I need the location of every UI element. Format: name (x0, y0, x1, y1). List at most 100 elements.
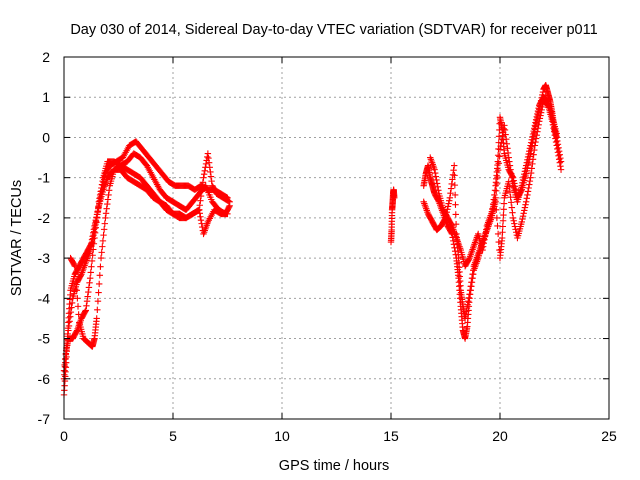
data-point (225, 198, 232, 205)
data-point (432, 173, 440, 180)
data-point (85, 288, 92, 296)
data-point (504, 145, 511, 152)
data-point (447, 185, 455, 192)
data-point (447, 189, 454, 197)
data-point (531, 146, 538, 154)
data-point (445, 200, 452, 207)
data-point (508, 199, 515, 206)
data-point (506, 183, 513, 191)
data-point (499, 229, 506, 236)
data-point (512, 226, 519, 233)
data-point (65, 327, 72, 334)
data-point (87, 243, 94, 250)
data-point (526, 148, 533, 155)
data-point (534, 107, 542, 115)
series-track-e (387, 186, 398, 246)
data-point (68, 304, 75, 311)
data-point (553, 142, 560, 149)
data-point (528, 165, 535, 172)
data-point (479, 243, 487, 250)
data-point (88, 239, 95, 247)
data-point (497, 142, 504, 150)
data-point (461, 315, 469, 322)
data-point (200, 174, 207, 181)
data-point (532, 135, 540, 142)
x-tick-label: 25 (601, 428, 617, 444)
data-point (527, 174, 534, 181)
data-point (495, 160, 502, 167)
data-point (506, 158, 513, 165)
data-point (526, 145, 534, 152)
data-point (496, 146, 504, 153)
data-point (93, 315, 100, 322)
data-point (467, 283, 474, 290)
data-point (481, 233, 489, 240)
data-point (554, 149, 562, 156)
data-point (508, 170, 515, 177)
data-point (494, 166, 502, 174)
data-point (518, 218, 525, 226)
data-point (462, 311, 469, 319)
data-point (531, 122, 539, 129)
data-point (501, 122, 508, 129)
data-point (95, 205, 102, 212)
data-point (103, 205, 110, 212)
y-tick-label: -7 (38, 411, 51, 427)
data-point (93, 211, 101, 218)
data-point (520, 173, 527, 181)
axes (63, 56, 610, 420)
data-point (525, 150, 532, 158)
data-point (519, 176, 527, 184)
data-point (102, 214, 109, 222)
data-point (493, 180, 501, 188)
data-point (521, 171, 528, 178)
data-point (205, 154, 212, 162)
data-point (197, 197, 204, 204)
data-point (465, 256, 473, 263)
data-point (522, 162, 530, 169)
data-point (555, 156, 563, 163)
data-point (432, 169, 439, 177)
data-point (97, 254, 105, 262)
data-point (205, 159, 213, 166)
data-point (433, 180, 441, 187)
data-point (451, 191, 459, 199)
data-point (200, 171, 208, 178)
data-point (533, 131, 540, 139)
data-point (501, 126, 509, 134)
data-point (500, 206, 507, 213)
data-point (527, 142, 534, 149)
data-point (206, 164, 213, 171)
data-point (526, 181, 533, 188)
data-point (500, 200, 508, 207)
data-point (535, 104, 542, 112)
data-point (196, 202, 203, 209)
data-point (61, 361, 68, 369)
data-point (208, 177, 215, 185)
data-point (449, 171, 457, 178)
x-tick-label: 0 (60, 428, 68, 444)
data-point (528, 136, 535, 143)
data-point (105, 191, 112, 199)
data-point (198, 188, 205, 195)
data-point (524, 156, 531, 164)
data-point (481, 236, 488, 243)
data-point (552, 135, 559, 142)
data-point (529, 156, 537, 163)
data-point (521, 204, 529, 211)
data-point (68, 299, 76, 307)
data-point (553, 130, 560, 137)
data-point (88, 263, 95, 270)
x-tick-label: 10 (274, 428, 290, 444)
y-tick-label: 2 (42, 49, 50, 65)
data-point (452, 221, 460, 228)
data-point (84, 293, 91, 300)
data-point (391, 194, 398, 201)
data-point (506, 162, 514, 169)
data-point (197, 213, 204, 220)
data-point (86, 275, 94, 282)
data-point (90, 226, 98, 233)
data-point (225, 203, 233, 211)
data-point (452, 201, 459, 208)
